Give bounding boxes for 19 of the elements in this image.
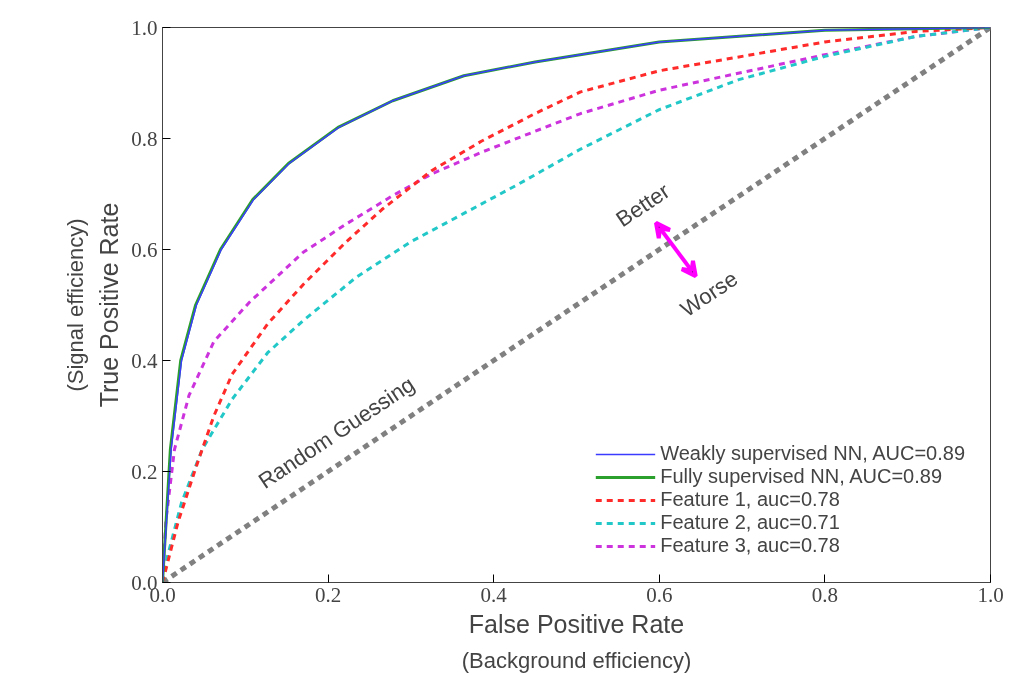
y-tick-label: 0.8 [131, 126, 158, 151]
x-tick-label: 0.2 [314, 582, 342, 607]
legend-label: Feature 3, auc=0.78 [660, 534, 840, 557]
y-tick-label: 0.6 [131, 237, 158, 262]
legend-label: Weakly supervised NN, AUC=0.89 [660, 442, 965, 465]
y-tick-label: 0.4 [131, 348, 158, 373]
legend-label: Fully supervised NN, AUC=0.89 [660, 465, 943, 488]
text: (Background efficiency) [461, 647, 692, 673]
x-axis-title: False Positive Rate [468, 609, 685, 638]
y-tick-label: 0.2 [131, 459, 158, 484]
x-tick-label: 0.8 [811, 582, 839, 607]
legend-label: Feature 1, auc=0.78 [660, 488, 840, 511]
x-tick-label: 0.4 [480, 582, 508, 607]
x-tick-label: 0.6 [646, 582, 673, 607]
text: (Signal efficiency) [62, 218, 88, 392]
y-axis-title: True Positive Rate [95, 202, 124, 408]
y-tick-label: 1.0 [131, 15, 158, 40]
legend-label: Feature 2, auc=0.71 [660, 511, 840, 534]
x-tick-label: 1.0 [977, 582, 1004, 607]
